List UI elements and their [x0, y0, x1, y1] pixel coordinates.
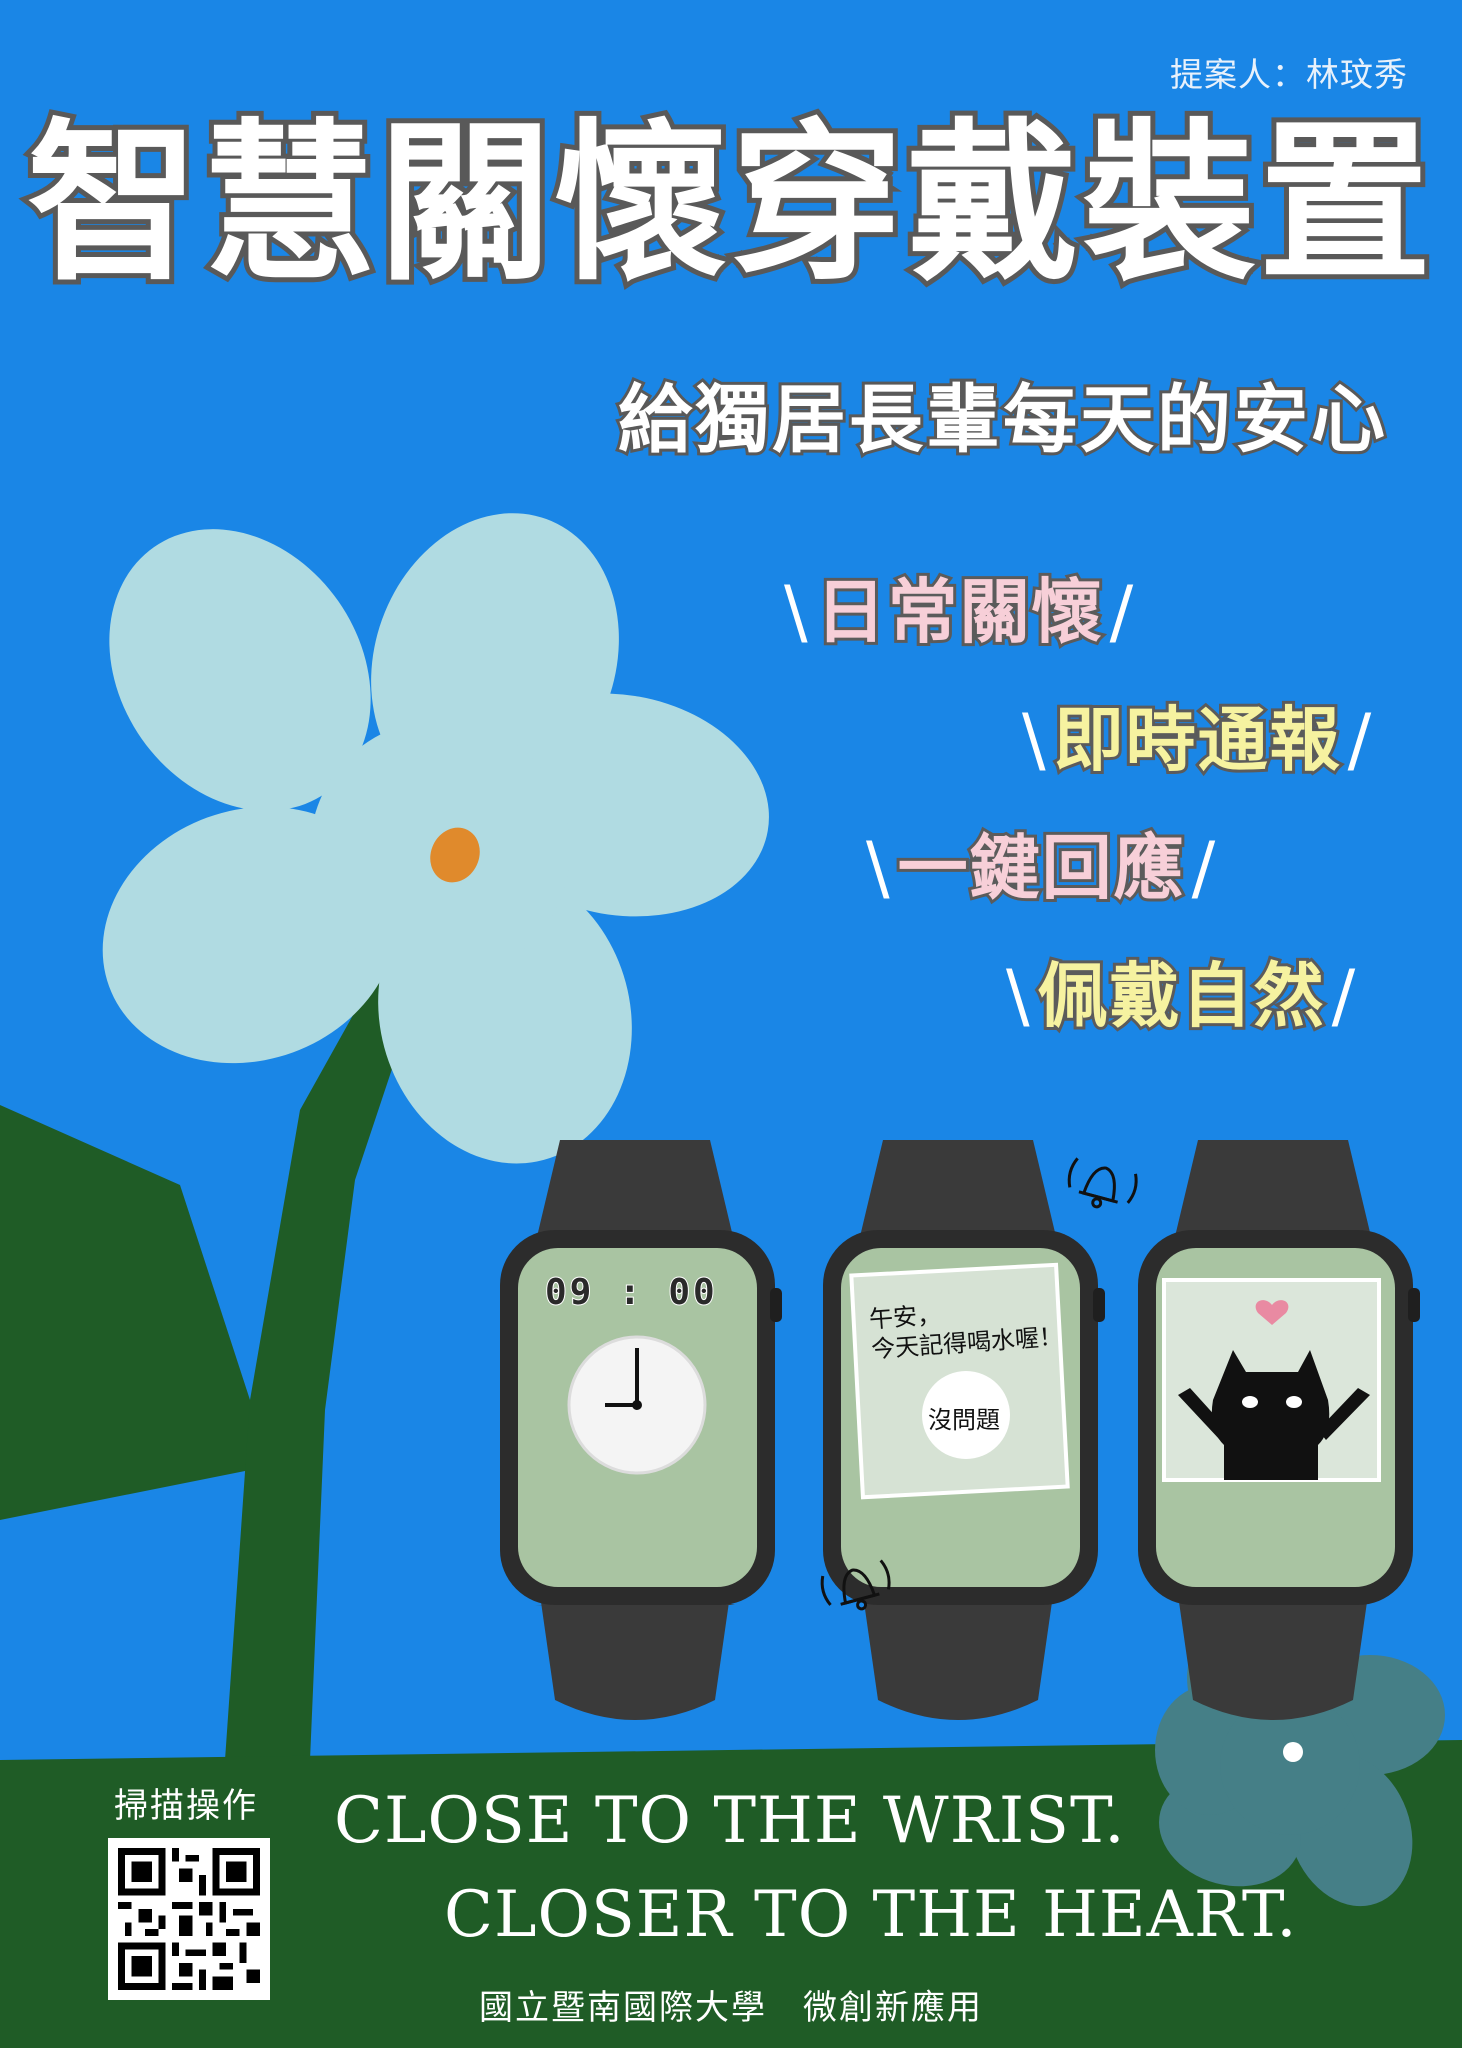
page-title: 智慧關懷穿戴裝置 — [22, 103, 1436, 304]
watch-time: 09 : 00 — [544, 1271, 718, 1314]
slash-right: / — [1331, 955, 1358, 1037]
ground-area — [0, 1740, 1462, 2048]
flower-center — [430, 827, 480, 883]
slash-right: / — [1191, 827, 1218, 909]
page-subtitle: 給獨居長輩每天的安心 — [615, 374, 1388, 466]
feature-natural-wear: \佩戴自然/ — [1000, 940, 1363, 1041]
slash-left: \ — [784, 571, 810, 653]
bell-icon-top — [1067, 1157, 1138, 1209]
big-flower — [102, 513, 769, 1164]
watch-reminder — [823, 1140, 1105, 1720]
small-flower-center — [1283, 1742, 1303, 1762]
slogan-line-1: CLOSE TO THE WRIST. — [334, 1784, 1126, 1858]
slash-left: \ — [1006, 955, 1032, 1037]
leaf-shape — [0, 1105, 250, 1520]
bell-icon-bottom — [820, 1559, 891, 1611]
feature-one-key-reply: \一鍵回應/ — [860, 812, 1223, 913]
feature-label: 日常關懷 — [813, 568, 1105, 656]
feature-daily-care: \日常關懷/ — [778, 556, 1141, 657]
watch-clock — [500, 1140, 782, 1720]
slash-right: / — [1109, 571, 1136, 653]
slash-left: \ — [1022, 699, 1048, 781]
flower-stem — [225, 940, 415, 1760]
feature-instant-notify: \即時通報/ — [1016, 684, 1379, 785]
reminder-ok-button[interactable]: 沒問題 — [928, 1406, 1000, 1434]
qr-code[interactable] — [108, 1838, 270, 2000]
slash-right: / — [1347, 699, 1374, 781]
proposer-label: 提案人：林玟秀 — [1170, 55, 1408, 94]
feature-label: 即時通報 — [1051, 696, 1343, 784]
slogan-line-2: CLOSER TO THE HEART. — [444, 1878, 1298, 1952]
feature-label: 一鍵回應 — [895, 824, 1187, 912]
footer-institution: 國立暨南國際大學 微創新應用 — [479, 1988, 983, 2028]
feature-label: 佩戴自然 — [1035, 952, 1327, 1040]
scan-label: 掃描操作 — [114, 1786, 258, 1826]
qr-code-icon — [118, 1848, 260, 1990]
slash-left: \ — [866, 827, 892, 909]
watch-cat — [1138, 1140, 1420, 1720]
